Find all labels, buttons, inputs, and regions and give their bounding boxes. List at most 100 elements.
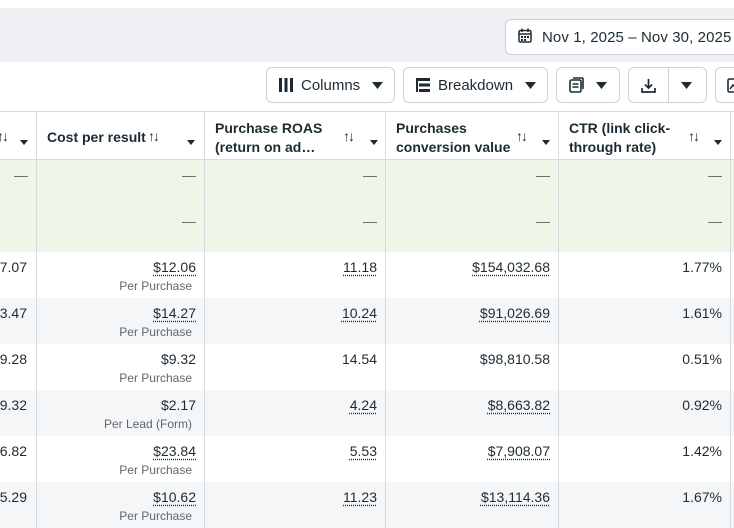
chevron-down-icon[interactable] [370, 132, 378, 148]
table-toolbar: Columns Breakdown [0, 67, 734, 105]
cost-per-result-cell: $10.62 Per Purchase [37, 482, 205, 528]
result-type-label: Per Purchase [119, 463, 192, 477]
roas-value[interactable]: 10.24 [341, 305, 377, 321]
ctr-cell: 0.51% [559, 344, 731, 390]
roas-value[interactable]: 11.18 [343, 259, 377, 275]
cost-per-result-value: $2.17 [160, 397, 196, 413]
header-label: CTR (link click-through rate) [569, 120, 671, 155]
chevron-down-icon [372, 81, 384, 89]
cost-per-result-value[interactable]: $10.62 [153, 489, 196, 505]
cost-per-result-value[interactable]: $12.06 [153, 259, 196, 275]
roas-value[interactable]: 4.24 [349, 397, 377, 413]
roas-value[interactable]: 5.53 [349, 443, 377, 459]
ctr-value: 0.92% [682, 397, 722, 413]
header-label: Purchases conversion value [396, 120, 511, 155]
cost-per-result-value[interactable]: $23.84 [153, 443, 196, 459]
chevron-down-icon[interactable] [187, 132, 195, 148]
roas-cell: 14.54 [205, 344, 386, 390]
conversion-value[interactable]: $13,114.36 [480, 489, 550, 505]
cost-per-result-value[interactable]: $14.27 [153, 305, 196, 321]
summary-row: — — — — [0, 206, 734, 252]
sort-icon[interactable]: ↑↓ [688, 128, 700, 144]
table-row[interactable]: 7.07 $12.06 Per Purchase 11.18 $154,032.6… [0, 252, 734, 298]
conversion-value[interactable]: $91,026.69 [479, 305, 550, 321]
ctr-cell: 0.92% [559, 390, 731, 436]
chart-view-button[interactable] [715, 67, 734, 103]
summary-row: — — — — — [0, 160, 734, 206]
conversion-value-cell: $91,026.69 [386, 298, 559, 344]
date-range-picker[interactable]: Nov 1, 2025 – Nov 30, 2025 [505, 19, 734, 55]
cost-per-result-cell: $23.84 Per Purchase [37, 436, 205, 482]
roas-cell: 11.18 [205, 252, 386, 298]
table-cell: — [37, 160, 205, 206]
result-type-label: Per Purchase [119, 325, 192, 339]
empty-value: — [536, 167, 550, 183]
roas-cell: 11.23 [205, 482, 386, 528]
sort-icon[interactable]: ↑↓ [148, 128, 160, 144]
chevron-down-icon [525, 81, 537, 89]
conversion-value-cell: $13,114.36 [386, 482, 559, 528]
chevron-down-icon[interactable] [20, 132, 28, 148]
cell-value: 7.07 [0, 259, 27, 275]
cell-value: 6.82 [0, 443, 27, 459]
download-icon [641, 78, 656, 93]
header-ctr-link-click[interactable]: CTR (link click-through rate) ↑↓ [559, 112, 731, 160]
empty-value: — [363, 213, 377, 229]
table-row[interactable]: 5.29 $10.62 Per Purchase 11.23 $13,114.36… [0, 482, 734, 528]
table-cell: — [0, 160, 37, 206]
result-type-label: Per Purchase [119, 371, 192, 385]
cost-per-result-cell: $14.27 Per Purchase [37, 298, 205, 344]
header-purchases-conversion-value[interactable]: Purchases conversion value ↑↓ [386, 112, 559, 160]
empty-value: — [14, 167, 28, 183]
cost-per-result-cell: $12.06 Per Purchase [37, 252, 205, 298]
sort-icon[interactable]: ↑↓ [516, 128, 528, 144]
columns-label: Columns [301, 76, 361, 94]
table-row[interactable]: 9.32 $2.17 Per Lead (Form) 4.24 $8,663.82… [0, 390, 734, 436]
table-cell: 9.32 [0, 390, 37, 436]
ads-data-table: ↑↓ Cost per result ↑↓ Purchase ROAS(retu… [0, 111, 734, 528]
header-label: Purchase ROAS (return on ad… [215, 120, 323, 155]
conversion-value[interactable]: $8,663.82 [487, 397, 550, 413]
calendar-icon [518, 28, 532, 47]
chevron-down-icon[interactable] [542, 132, 550, 148]
table-cell: 9.28 [0, 344, 37, 390]
table-cell: — [386, 160, 559, 206]
columns-button[interactable]: Columns [266, 67, 395, 103]
conversion-value-cell: $7,908.07 [386, 436, 559, 482]
top-bar: Nov 1, 2025 – Nov 30, 2025 [0, 8, 734, 62]
table-row[interactable]: 3.47 $14.27 Per Purchase 10.24 $91,026.69… [0, 298, 734, 344]
table-cell: — [559, 160, 731, 206]
cell-value: 3.47 [0, 305, 27, 321]
header-purchase-roas[interactable]: Purchase ROAS (return on ad… ↑↓ [205, 112, 386, 160]
table-header: ↑↓ Cost per result ↑↓ Purchase ROAS(retu… [0, 111, 734, 160]
table-row[interactable]: 6.82 $23.84 Per Purchase 5.53 $7,908.07 1… [0, 436, 734, 482]
breakdown-button[interactable]: Breakdown [403, 67, 548, 103]
chevron-down-icon[interactable] [714, 132, 722, 148]
conversion-value[interactable]: $154,032.68 [472, 259, 550, 275]
ctr-value: 1.77% [682, 259, 722, 275]
ctr-cell: 1.77% [559, 252, 731, 298]
sort-icon[interactable]: ↑↓ [343, 128, 355, 144]
empty-value: — [708, 213, 722, 229]
table-cell: — [37, 206, 205, 252]
table-row[interactable]: 9.28 $9.32 Per Purchase 14.54 $98,810.58 … [0, 344, 734, 390]
cost-per-result-cell: $2.17 Per Lead (Form) [37, 390, 205, 436]
reports-menu-button[interactable] [556, 67, 620, 103]
chevron-down-icon[interactable] [681, 81, 692, 89]
table-cell: — [559, 206, 731, 252]
result-type-label: Per Purchase [119, 279, 192, 293]
ctr-value: 0.51% [682, 351, 722, 367]
roas-value[interactable]: 11.23 [343, 489, 377, 505]
ctr-cell: 1.42% [559, 436, 731, 482]
result-type-label: Per Lead (Form) [103, 417, 192, 431]
header-cost-per-result[interactable]: Cost per result ↑↓ [37, 112, 205, 160]
cell-value: 5.29 [0, 489, 27, 505]
split-divider [668, 68, 669, 102]
ctr-value: 1.42% [682, 443, 722, 459]
sort-icon[interactable]: ↑↓ [0, 128, 9, 144]
ctr-value: 1.61% [682, 305, 722, 321]
conversion-value[interactable]: $7,908.07 [487, 443, 550, 459]
export-split-button[interactable] [628, 67, 707, 103]
header-previous-column[interactable]: ↑↓ [0, 112, 37, 160]
conversion-value-cell: $98,810.58 [386, 344, 559, 390]
